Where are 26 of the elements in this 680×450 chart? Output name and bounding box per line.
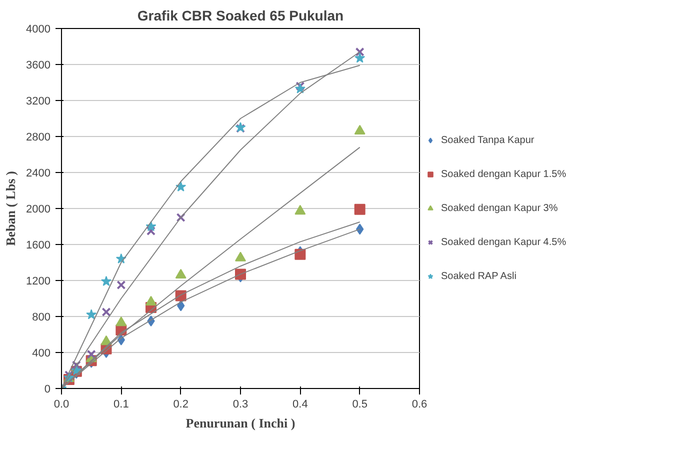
x-tick-label: 0.5 xyxy=(352,398,368,410)
x-tick-label: 0.2 xyxy=(173,398,188,410)
y-tick-label: 1600 xyxy=(26,240,51,252)
y-tick-label: 1200 xyxy=(26,276,51,288)
x-tick-label: 0.1 xyxy=(114,398,129,410)
legend-label: Soaked Tanpa Kapur xyxy=(441,134,536,146)
y-tick-label: 2400 xyxy=(26,168,51,180)
x-tick-label: 0.0 xyxy=(54,398,70,410)
x-tick-label: 0.3 xyxy=(232,398,248,410)
legend-label: Soaked dengan Kapur 1.5% xyxy=(441,168,568,180)
y-tick-label: 2000 xyxy=(26,204,51,216)
y-tick-label: 3200 xyxy=(26,96,51,108)
legend-label: Soaked RAP Asli xyxy=(441,270,518,282)
x-tick-label: 0.4 xyxy=(292,398,308,410)
x-tick-label: 0.6 xyxy=(412,398,428,410)
y-axis-title: Beban ( Lbs ) xyxy=(3,171,18,246)
x-axis-title: Penurunan ( Inchi ) xyxy=(186,416,296,430)
chart-title: Grafik CBR Soaked 65 Pukulan xyxy=(137,8,344,24)
y-tick-label: 3600 xyxy=(26,60,51,72)
y-tick-label: 4000 xyxy=(26,24,51,36)
y-tick-label: 800 xyxy=(32,312,51,324)
y-tick-label: 0 xyxy=(44,384,51,396)
legend-label: Soaked dengan Kapur 3% xyxy=(441,202,559,214)
legend-label: Soaked dengan Kapur 4.5% xyxy=(441,236,568,248)
y-tick-label: 400 xyxy=(32,348,51,360)
y-tick-label: 2800 xyxy=(26,132,51,144)
